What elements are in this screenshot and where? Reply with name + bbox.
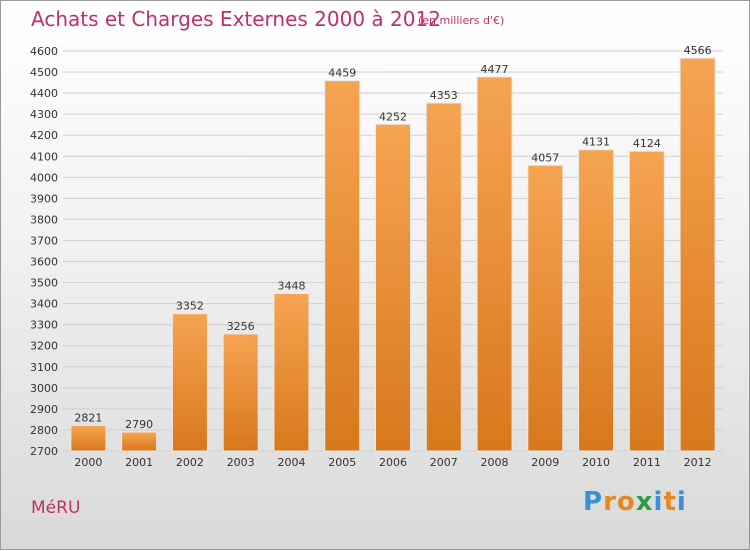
logo-letter: i — [653, 487, 664, 517]
y-tick-label: 3000 — [30, 382, 58, 395]
bars — [70, 57, 716, 452]
bar-2006 — [375, 123, 411, 452]
x-tick-label: 2005 — [328, 456, 356, 469]
x-tick-label: 2002 — [176, 456, 204, 469]
logo-letter: i — [676, 487, 687, 517]
y-tick-label: 2700 — [30, 445, 58, 458]
chart-subtitle: (en milliers d'€) — [418, 14, 505, 27]
data-label: 4124 — [633, 137, 661, 150]
y-tick-label: 2800 — [30, 424, 58, 437]
y-tick-label: 2900 — [30, 403, 58, 416]
x-tick-label: 2007 — [430, 456, 458, 469]
bar-2004 — [273, 293, 310, 452]
bar-2002 — [171, 313, 208, 452]
data-label: 4459 — [328, 67, 356, 80]
bar-2000 — [70, 425, 107, 452]
y-tick-label: 4100 — [30, 150, 58, 163]
bar-2008 — [476, 76, 513, 452]
x-tick-label: 2009 — [531, 456, 559, 469]
bar-2001 — [121, 431, 158, 452]
y-tick-label: 3400 — [30, 298, 58, 311]
data-label: 4353 — [430, 89, 458, 102]
x-tick-label: 2006 — [379, 456, 407, 469]
y-tick-label: 4400 — [30, 87, 58, 100]
x-tick-label: 2012 — [684, 456, 712, 469]
data-label: 3352 — [176, 300, 204, 313]
y-tick-label: 4500 — [30, 66, 58, 79]
logo-letter: P — [583, 487, 604, 517]
y-tick-label: 3800 — [30, 213, 58, 226]
bar-2003 — [222, 333, 259, 452]
y-tick-label: 3200 — [30, 340, 58, 353]
y-tick-label: 3700 — [30, 234, 58, 247]
data-label: 2790 — [125, 418, 153, 431]
data-label: 3256 — [227, 320, 255, 333]
y-tick-label: 3600 — [30, 256, 58, 269]
y-tick-label: 3900 — [30, 192, 58, 205]
data-label: 4477 — [481, 63, 509, 76]
y-tick-label: 3300 — [30, 319, 58, 332]
x-tick-label: 2010 — [582, 456, 610, 469]
bar-2011 — [628, 150, 665, 452]
logo-letter: x — [635, 487, 654, 517]
bar-2012 — [679, 57, 716, 452]
y-axis-tick-labels: 2700 2800 2900 3000 3100 3200 3300 3400 3500 3600… — [30, 45, 58, 458]
y-tick-label: 4200 — [30, 129, 58, 142]
y-tick-label: 4600 — [30, 45, 58, 58]
logo-letter: o — [616, 487, 636, 517]
x-tick-label: 2001 — [125, 456, 153, 469]
bar-2005 — [324, 80, 361, 452]
data-labels: 2821 2790 3352 3256 3448 4459 4252 4353 4477 4057… — [74, 44, 711, 431]
x-tick-label: 2011 — [633, 456, 661, 469]
bar-2007 — [425, 102, 462, 452]
x-axis-tick-labels: 2000 2001 2002 2003 2004 2005 2006 2007 2008 2009… — [74, 456, 711, 469]
data-label: 4131 — [582, 136, 610, 149]
x-tick-label: 2008 — [481, 456, 509, 469]
data-label: 4057 — [531, 151, 559, 164]
data-label: 4566 — [684, 44, 712, 57]
bar-2009 — [527, 164, 564, 452]
y-tick-label: 3500 — [30, 277, 58, 290]
data-label: 4252 — [379, 110, 407, 123]
x-tick-label: 2000 — [74, 456, 102, 469]
logo-letter: r — [603, 487, 617, 517]
bar-2010 — [578, 149, 615, 452]
chart-title: Achats et Charges Externes 2000 à 2012 — [31, 7, 441, 31]
data-label: 2821 — [74, 412, 102, 425]
y-tick-label: 4300 — [30, 108, 58, 121]
city-name: MéRU — [31, 498, 81, 518]
x-tick-label: 2004 — [277, 456, 305, 469]
proxiti-logo: Proxiti — [583, 487, 687, 517]
data-label: 3448 — [277, 280, 305, 293]
logo-letter: t — [663, 487, 677, 517]
y-tick-label: 4000 — [30, 171, 58, 184]
x-tick-label: 2003 — [227, 456, 255, 469]
y-tick-label: 3100 — [30, 361, 58, 374]
